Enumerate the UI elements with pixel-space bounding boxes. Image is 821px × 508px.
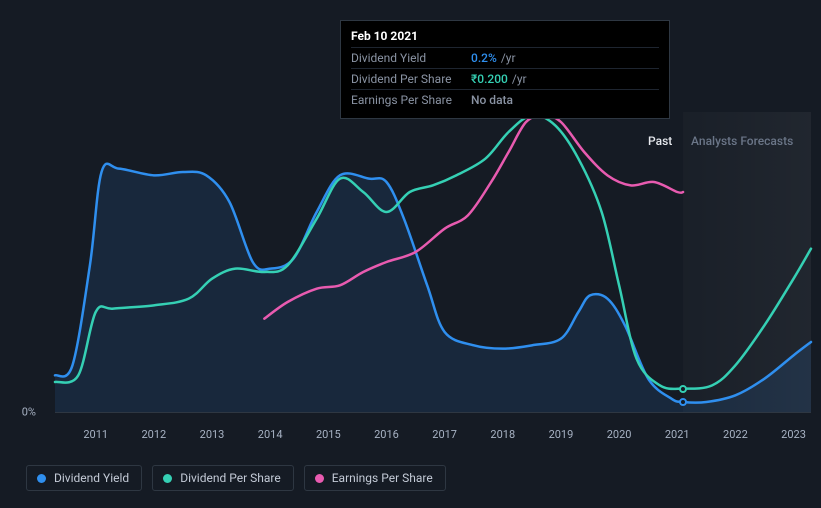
legend-item[interactable]: Dividend Yield [26, 465, 142, 491]
x-axis-labels: 2011 2012 2013 2014 2015 2016 2017 2018 2019 2020… [55, 428, 811, 444]
x-tick: 2015 [316, 428, 341, 441]
x-tick: 2011 [83, 428, 108, 441]
tooltip-row: Earnings Per ShareNo data [351, 89, 659, 110]
x-tick: 2021 [665, 428, 690, 441]
legend-dot-icon [37, 474, 46, 483]
x-tick: 2020 [607, 428, 632, 441]
legend-dot-icon [163, 474, 172, 483]
x-tick: 2014 [258, 428, 283, 441]
tooltip-unit: /yr [501, 51, 516, 65]
tooltip-row: Dividend Yield0.2% /yr [351, 47, 659, 68]
tooltip-key: Earnings Per Share [351, 93, 471, 107]
tooltip-value: No data [471, 93, 513, 107]
legend-item[interactable]: Earnings Per Share [304, 465, 446, 491]
series-fill [55, 164, 811, 412]
x-tick: 2019 [549, 428, 574, 441]
legend-dot-icon [315, 474, 324, 483]
x-tick: 2022 [723, 428, 748, 441]
tooltip-date: Feb 10 2021 [351, 29, 659, 43]
legend-label: Dividend Per Share [180, 471, 281, 485]
x-tick: 2023 [781, 428, 806, 441]
hover-marker [679, 398, 687, 406]
x-tick: 2018 [490, 428, 515, 441]
chart-baseline [55, 412, 811, 413]
tooltip-value: 0.2% [471, 51, 497, 65]
tooltip-value: ₹0.200 [471, 72, 508, 86]
tooltip-key: Dividend Per Share [351, 72, 471, 86]
legend-item[interactable]: Dividend Per Share [152, 465, 294, 491]
tooltip-key: Dividend Yield [351, 51, 471, 65]
x-tick: 2017 [432, 428, 457, 441]
y-tick-zero: 0% [22, 406, 36, 419]
hover-marker [679, 385, 687, 393]
legend-label: Earnings Per Share [332, 471, 433, 485]
x-tick: 2016 [374, 428, 399, 441]
chart-legend: Dividend Yield Dividend Per Share Earnings… [26, 465, 446, 491]
chart-plot-area[interactable] [55, 112, 811, 412]
legend-label: Dividend Yield [54, 471, 129, 485]
tooltip-unit: /yr [512, 72, 527, 86]
chart-tooltip: Feb 10 2021 Dividend Yield0.2%/yrDividen… [340, 20, 670, 119]
x-tick: 2013 [200, 428, 225, 441]
tooltip-row: Dividend Per Share₹0.200/yr [351, 68, 659, 89]
dividend-history-chart: 0% Past Analysts Forecasts 2011201220132… [0, 0, 821, 508]
x-tick: 2012 [141, 428, 166, 441]
